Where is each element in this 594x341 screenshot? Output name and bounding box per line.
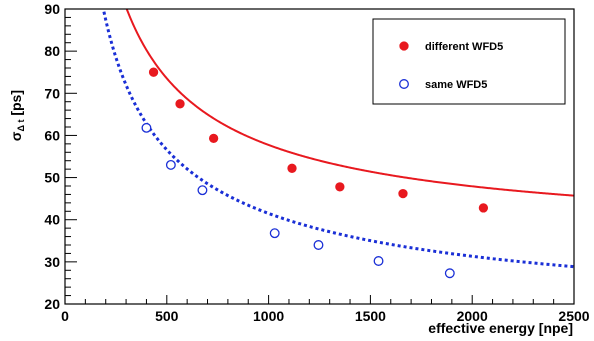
data-point-series0-4: [335, 182, 345, 192]
x-tick-label-2: 1000: [253, 308, 284, 324]
data-point-series1-2: [197, 185, 208, 196]
data-point-series1-0: [141, 122, 152, 133]
x-tick-label-5: 2500: [558, 308, 589, 324]
y-axis-title: σΔ t [ps]: [8, 90, 26, 141]
data-point-series0-6: [478, 203, 489, 213]
plot-frame: [64, 8, 575, 305]
y-axis-title-symbol: σ: [8, 131, 24, 141]
fit-curves: [101, 9, 574, 269]
legend-label-different-wfd5: different WFD5: [425, 41, 503, 53]
fit-curve-0: [125, 9, 574, 197]
y-tick-label-2: 40: [44, 212, 60, 228]
data-point-series1-5: [373, 256, 384, 266]
legend-box: [372, 18, 566, 105]
data-point-series0-0: [148, 67, 159, 77]
y-axis-title-unit: [ps]: [8, 90, 24, 120]
x-tick-label-0: 0: [61, 308, 69, 324]
data-point-series0-3: [287, 163, 297, 173]
fit-curve-1: [101, 9, 574, 269]
y-tick-label-0: 20: [44, 296, 60, 312]
y-tick-label-4: 60: [44, 127, 60, 143]
data-point-series0-5: [398, 188, 408, 199]
y-tick-label-6: 80: [44, 43, 60, 59]
x-tick-label-3: 1500: [355, 308, 386, 324]
legend-marker-different-wfd5: [399, 41, 409, 51]
x-tick-label-1: 500: [155, 308, 179, 324]
data-point-series1-3: [269, 228, 280, 239]
x-axis-title: effective energy [npe]: [428, 320, 573, 336]
legend: different WFD5 same WFD5: [372, 18, 566, 105]
legend-marker-same-wfd5: [399, 79, 409, 89]
y-tick-label-7: 90: [44, 1, 60, 17]
y-tick-label-5: 70: [44, 85, 60, 101]
data-point-series0-2: [208, 133, 219, 144]
data-point-series1-6: [444, 268, 455, 279]
y-tick-label-3: 50: [44, 170, 60, 186]
data-points: [141, 67, 489, 279]
x-tick-label-4: 2000: [457, 308, 488, 324]
y-axis-title-subscript: Δ t: [16, 120, 26, 132]
legend-label-same-wfd5: same WFD5: [425, 79, 487, 91]
data-point-series0-1: [175, 99, 185, 109]
data-point-series1-1: [165, 159, 176, 170]
axes: 0 500 1000 1500 2000 2500 20 30 40 50 60 70 80 90: [44, 1, 589, 324]
data-point-series1-4: [313, 240, 324, 250]
y-tick-label-1: 30: [44, 254, 60, 270]
